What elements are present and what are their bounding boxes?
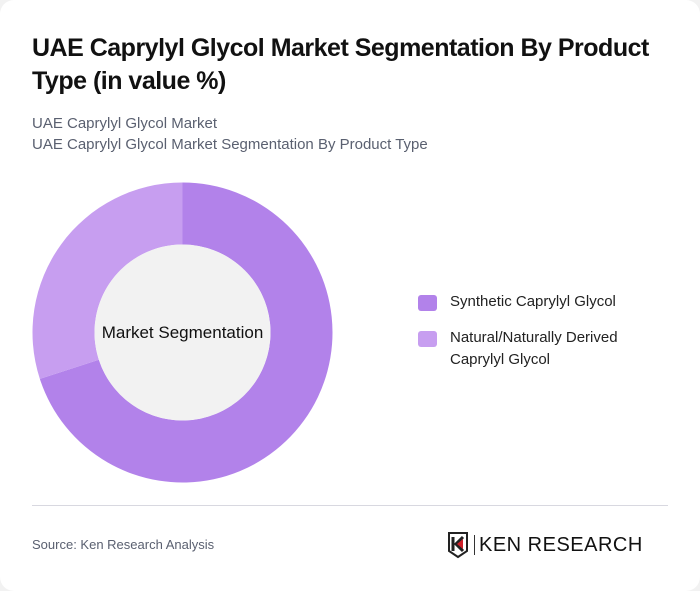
ken-research-k-shield-icon xyxy=(448,532,468,559)
chart-title: UAE Caprylyl Glycol Market Segmentation … xyxy=(32,34,649,95)
logo-separator xyxy=(474,535,475,555)
donut-slice-1[interactable] xyxy=(32,182,183,379)
legend-swatch-synthetic xyxy=(418,295,437,311)
donut-chart: Market Segmentation xyxy=(30,180,335,485)
legend-item-natural[interactable]: Natural/Naturally Derived Caprylyl Glyco… xyxy=(418,327,650,371)
donut-slice-0[interactable] xyxy=(39,182,333,483)
legend-label: Synthetic Caprylyl Glycol xyxy=(450,293,616,310)
chart-legend: Synthetic Caprylyl Glycol Natural/Natura… xyxy=(418,291,650,385)
logo-text: KEN RESEARCH xyxy=(479,533,643,556)
legend-label: Natural/Naturally Derived Caprylyl Glyco… xyxy=(450,329,618,368)
source-note: Source: Ken Research Analysis xyxy=(32,537,215,552)
donut-hole xyxy=(94,244,271,421)
subtitle-line-1: UAE Caprylyl Glycol Market xyxy=(32,115,218,132)
legend-item-synthetic[interactable]: Synthetic Caprylyl Glycol xyxy=(418,291,650,313)
footer-divider xyxy=(32,505,668,506)
subtitle-line-2: UAE Caprylyl Glycol Market Segmentation … xyxy=(32,136,428,153)
legend-swatch-natural xyxy=(418,331,437,347)
ken-research-logo: KEN RESEARCH xyxy=(447,531,643,559)
chart-subtitle: UAE Caprylyl Glycol Market UAE Caprylyl … xyxy=(32,113,428,155)
donut-svg xyxy=(32,182,333,483)
